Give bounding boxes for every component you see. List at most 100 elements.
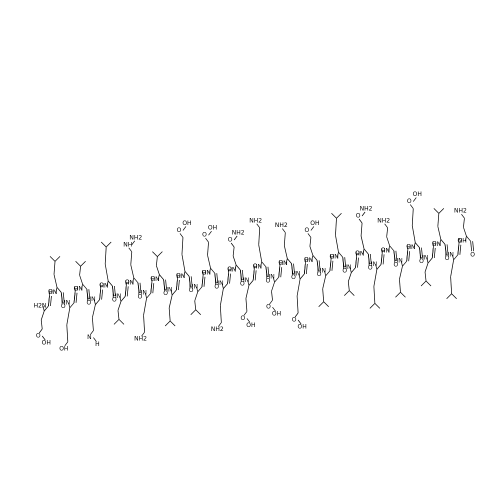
side-chain-bond xyxy=(463,218,465,228)
bond xyxy=(363,248,369,255)
atom-label: O xyxy=(202,269,207,276)
atom-label: N xyxy=(87,334,92,341)
bond xyxy=(466,235,471,242)
bond xyxy=(163,279,166,291)
side-chain-bond xyxy=(437,213,440,227)
side-chain-bond xyxy=(141,331,145,337)
atom-label: O xyxy=(74,285,79,292)
bond xyxy=(60,292,63,303)
atom-label: NH2 xyxy=(129,234,142,241)
bond xyxy=(316,260,319,271)
bond xyxy=(419,247,422,259)
bond xyxy=(287,258,292,264)
side-chain-bond xyxy=(349,290,355,296)
side-chain-bond xyxy=(411,225,416,243)
bond xyxy=(184,271,190,277)
side-chain-bond xyxy=(190,309,196,316)
side-chain-bond xyxy=(104,246,107,265)
side-chain-bond xyxy=(258,227,261,245)
bond xyxy=(349,267,352,273)
side-chain-bond xyxy=(53,274,58,288)
bond xyxy=(69,302,75,309)
side-chain-bond xyxy=(128,247,133,253)
atom-label: O xyxy=(177,227,182,234)
side-chain-bond xyxy=(92,304,96,318)
bond xyxy=(240,269,243,281)
bond xyxy=(362,248,365,255)
side-chain-bond xyxy=(156,265,160,275)
bond xyxy=(303,260,307,275)
atom-label: HN xyxy=(202,270,211,277)
atom-label: NH2 xyxy=(211,326,224,333)
atom-label: HN xyxy=(368,261,377,268)
side-chain-bond xyxy=(246,318,251,323)
double-bond xyxy=(382,254,385,265)
bond xyxy=(133,277,139,284)
bond xyxy=(402,260,407,267)
side-chain-bond xyxy=(156,256,158,266)
bond xyxy=(329,257,332,271)
side-chain-bond xyxy=(168,307,171,322)
side-chain-bond xyxy=(113,319,120,325)
side-chain-bond xyxy=(41,335,46,341)
side-chain-bond xyxy=(360,222,363,237)
double-bond xyxy=(62,292,65,303)
double-bond xyxy=(395,250,398,261)
bond xyxy=(426,257,429,264)
side-chain-bond xyxy=(181,237,184,255)
bond xyxy=(464,236,467,242)
double-bond xyxy=(216,273,219,284)
atom-label: HN xyxy=(407,244,416,251)
double-bond xyxy=(421,247,423,258)
side-chain-bond xyxy=(100,241,107,248)
bond xyxy=(414,242,420,248)
bond xyxy=(68,302,71,308)
double-bond xyxy=(459,244,462,255)
side-chain-bond xyxy=(361,211,366,217)
double-bond xyxy=(446,244,449,255)
atom-label: O xyxy=(394,261,399,268)
atom-label: O xyxy=(292,317,297,324)
bond xyxy=(457,241,460,255)
side-chain-bond xyxy=(322,275,327,289)
atom-label: OH xyxy=(182,220,191,227)
bond xyxy=(393,250,396,262)
side-chain-bond xyxy=(347,272,352,282)
side-chain-bond xyxy=(245,298,248,312)
side-chain-bond xyxy=(53,261,56,275)
atom-label: HN xyxy=(99,283,108,290)
bond xyxy=(235,264,241,271)
bond xyxy=(291,263,294,275)
atom-label: HN xyxy=(163,287,172,294)
atom-label: O xyxy=(368,265,373,272)
side-chain-bond xyxy=(358,218,363,224)
double-bond xyxy=(190,276,193,287)
double-bond xyxy=(50,295,52,307)
atom-label: NH2 xyxy=(249,217,262,224)
atom-label: HN xyxy=(419,255,428,262)
bond xyxy=(124,282,127,297)
double-bond xyxy=(101,289,103,300)
side-chain-bond xyxy=(384,223,388,229)
bond xyxy=(86,289,89,300)
side-chain-bond xyxy=(79,266,81,276)
bond xyxy=(137,282,140,294)
atom-label: OH xyxy=(310,220,319,227)
bond xyxy=(120,296,126,302)
bond xyxy=(227,269,230,284)
side-chain-bond xyxy=(230,242,235,248)
bond xyxy=(380,250,383,265)
bond xyxy=(201,273,204,287)
atom-label: OH xyxy=(413,191,422,198)
atom-label: HN xyxy=(61,299,70,306)
double-bond xyxy=(305,263,308,275)
atom-label: HN xyxy=(151,276,160,283)
double-bond xyxy=(242,269,244,281)
bond xyxy=(406,247,409,262)
bond xyxy=(132,277,135,283)
atom-label: O xyxy=(445,255,450,262)
side-chain-bond xyxy=(399,279,401,293)
side-chain-bond xyxy=(322,288,325,302)
side-chain-bond xyxy=(344,290,350,296)
